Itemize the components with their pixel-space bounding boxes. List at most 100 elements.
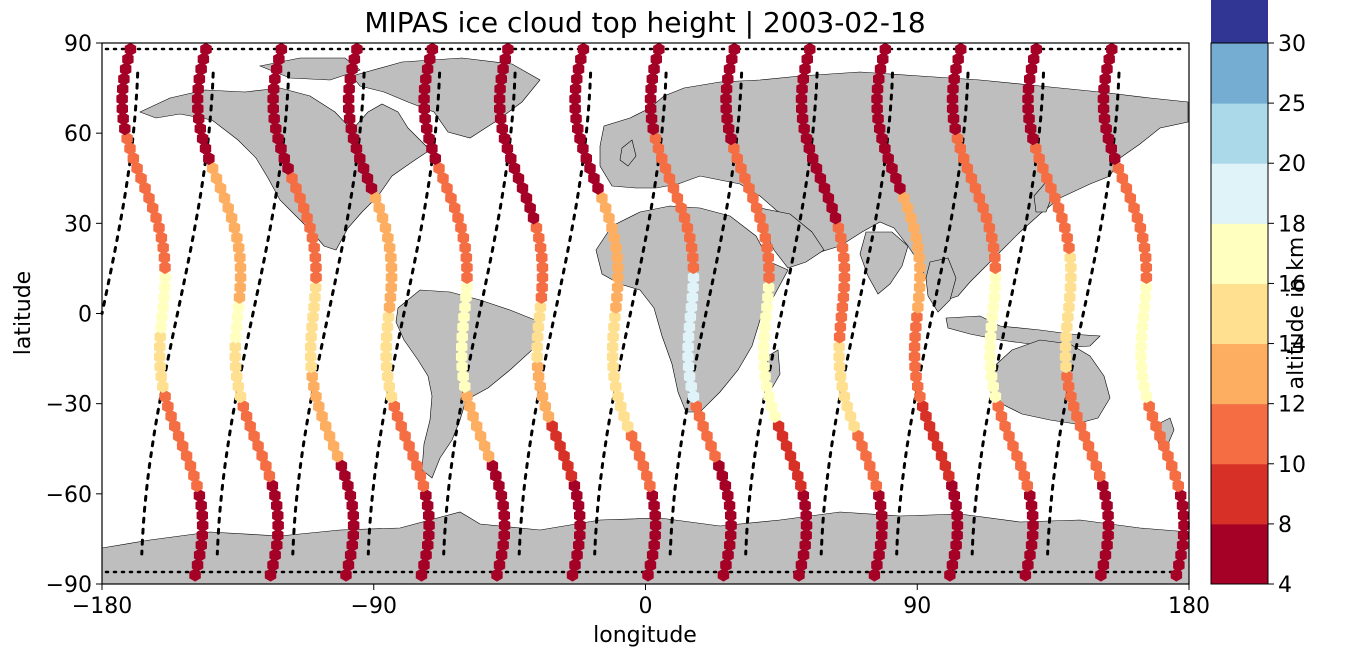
cloud-height-marker bbox=[761, 379, 773, 394]
cloud-height-marker bbox=[723, 122, 735, 136]
cloud-height-marker bbox=[320, 419, 332, 433]
cloud-height-marker bbox=[536, 389, 549, 404]
antarctica-landmass bbox=[101, 511, 1190, 585]
cloud-height-marker bbox=[456, 340, 468, 354]
cloud-height-marker bbox=[592, 181, 604, 195]
cloud-height-marker bbox=[380, 350, 392, 364]
arctic-islands-landmass bbox=[258, 57, 361, 81]
cloud-height-marker bbox=[225, 211, 238, 225]
cloud-height-marker bbox=[206, 161, 219, 175]
cloud-height-marker bbox=[645, 102, 657, 116]
cloud-height-marker bbox=[1101, 538, 1113, 552]
cloud-height-marker bbox=[948, 489, 960, 503]
cloud-height-marker bbox=[268, 112, 280, 126]
colorbar-bin bbox=[1211, 223, 1268, 284]
cloud-height-marker bbox=[1026, 528, 1039, 542]
cloud-height-marker bbox=[871, 558, 883, 572]
cloud-height-marker bbox=[1172, 479, 1184, 493]
cloud-height-marker bbox=[705, 439, 717, 453]
cloud-height-marker bbox=[1095, 568, 1107, 582]
cloud-height-marker bbox=[1169, 469, 1181, 483]
cloud-height-marker bbox=[946, 479, 958, 493]
colorbar-tick-label: 10 bbox=[1278, 453, 1306, 478]
cloud-height-marker bbox=[687, 260, 700, 275]
cloud-height-marker bbox=[834, 320, 847, 334]
cloud-height-marker bbox=[757, 221, 769, 235]
cloud-height-marker bbox=[558, 449, 570, 463]
cloud-height-marker bbox=[535, 290, 548, 304]
cloud-height-marker bbox=[743, 181, 755, 195]
cloud-height-marker bbox=[984, 360, 997, 374]
cloud-height-marker bbox=[795, 479, 807, 493]
colorbar-bin bbox=[1211, 0, 1268, 44]
cloud-height-marker bbox=[516, 181, 529, 195]
cloud-height-marker bbox=[818, 181, 831, 195]
cloud-height-marker bbox=[460, 251, 473, 265]
cloud-height-marker bbox=[275, 42, 288, 56]
cloud-height-marker bbox=[403, 439, 415, 453]
cloud-height-marker bbox=[415, 568, 428, 582]
cloud-height-marker bbox=[399, 429, 411, 443]
cloud-height-marker bbox=[611, 290, 623, 304]
cloud-height-marker bbox=[644, 92, 657, 106]
cloud-height-marker bbox=[864, 459, 876, 473]
cloud-height-marker bbox=[574, 528, 586, 542]
cloud-height-marker bbox=[423, 132, 435, 146]
cloud-height-marker bbox=[607, 340, 619, 354]
cloud-height-marker bbox=[572, 499, 585, 513]
cloud-height-marker bbox=[117, 82, 129, 96]
cloud-height-marker bbox=[449, 201, 461, 215]
cloud-height-marker bbox=[234, 251, 246, 265]
cloud-height-marker bbox=[951, 528, 963, 542]
cloud-height-marker bbox=[894, 181, 906, 195]
cloud-height-marker bbox=[905, 211, 917, 225]
cloud-height-marker bbox=[1059, 221, 1071, 235]
cloud-height-marker bbox=[607, 330, 619, 344]
cloud-height-marker bbox=[871, 102, 883, 116]
cloud-height-marker bbox=[1102, 132, 1115, 146]
cloud-height-marker bbox=[385, 270, 398, 284]
colorbar-bin bbox=[1211, 163, 1268, 224]
colorbar-bin bbox=[1211, 43, 1268, 104]
cloud-height-marker bbox=[574, 508, 586, 523]
colorbar-bin bbox=[1211, 283, 1268, 345]
cloud-height-marker bbox=[1176, 499, 1189, 513]
cloud-height-marker bbox=[417, 479, 430, 493]
cloud-height-marker bbox=[867, 469, 879, 483]
cloud-height-marker bbox=[788, 459, 800, 473]
cloud-height-marker bbox=[310, 280, 322, 294]
cloud-height-marker bbox=[984, 340, 996, 354]
cloud-height-marker bbox=[1018, 469, 1030, 483]
cloud-height-marker bbox=[987, 300, 1000, 314]
cloud-height-marker bbox=[796, 82, 808, 96]
cloud-height-marker bbox=[648, 62, 660, 76]
cloud-height-marker bbox=[222, 201, 234, 215]
cloud-height-marker bbox=[419, 112, 431, 126]
cloud-height-marker bbox=[536, 251, 548, 265]
cloud-height-marker bbox=[423, 528, 435, 542]
cloud-height-marker bbox=[143, 191, 155, 205]
cloud-height-marker bbox=[649, 518, 662, 532]
cloud-height-marker bbox=[685, 241, 698, 255]
cloud-height-marker bbox=[758, 330, 770, 344]
cloud-height-marker bbox=[117, 112, 129, 126]
cloud-height-marker bbox=[1063, 241, 1075, 255]
y-axis-ticks: −90 −60 −30 0 30 60 90 bbox=[46, 32, 102, 598]
cloud-height-marker bbox=[584, 161, 596, 175]
y-tick-label: −30 bbox=[46, 393, 92, 418]
cloud-height-marker bbox=[294, 191, 306, 205]
cloud-height-marker bbox=[574, 518, 586, 532]
cloud-height-marker bbox=[725, 508, 737, 523]
cloud-height-marker bbox=[310, 270, 322, 284]
cloud-height-marker bbox=[176, 439, 189, 453]
cloud-height-marker bbox=[739, 171, 751, 185]
cloud-height-marker bbox=[505, 151, 517, 165]
cloud-height-marker bbox=[498, 508, 510, 523]
cloud-height-marker bbox=[194, 122, 206, 136]
cloud-height-marker bbox=[713, 459, 725, 473]
cloud-height-marker bbox=[457, 320, 469, 334]
cloud-height-marker bbox=[988, 290, 1001, 304]
cloud-height-marker bbox=[607, 360, 619, 374]
cloud-height-marker bbox=[946, 92, 959, 106]
